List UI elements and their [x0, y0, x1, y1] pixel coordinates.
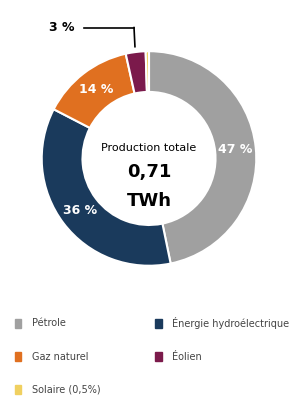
Text: Pétrole: Pétrole [32, 318, 66, 328]
Text: Énergie hydroélectrique: Énergie hydroélectrique [172, 317, 289, 329]
Wedge shape [149, 51, 256, 264]
Wedge shape [146, 51, 149, 92]
Text: 3 %: 3 % [49, 21, 75, 34]
Text: Gaz naturel: Gaz naturel [32, 352, 89, 362]
Wedge shape [126, 51, 147, 93]
Text: 14 %: 14 % [79, 83, 113, 96]
Text: Solaire (0,5%): Solaire (0,5%) [32, 385, 100, 395]
Wedge shape [42, 109, 171, 266]
Text: Éolien: Éolien [172, 352, 202, 362]
Text: 0,71: 0,71 [127, 163, 171, 181]
Text: Production totale: Production totale [101, 143, 197, 153]
Text: 36 %: 36 % [63, 204, 97, 217]
Wedge shape [54, 54, 135, 128]
Text: 47 %: 47 % [218, 143, 253, 156]
Text: TWh: TWh [126, 192, 172, 210]
